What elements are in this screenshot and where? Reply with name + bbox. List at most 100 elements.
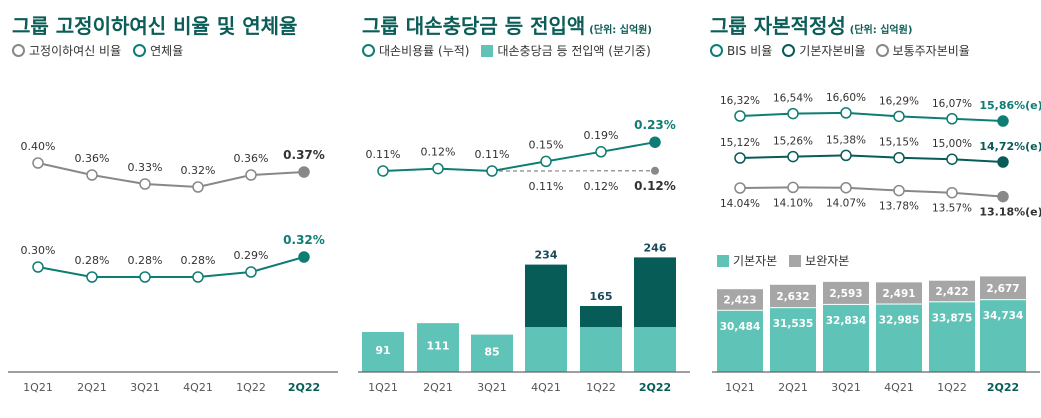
delinquency-data-label: 0.28% xyxy=(128,254,163,267)
npl-point xyxy=(86,169,98,181)
credit-cost-point xyxy=(486,165,498,177)
credit-cost-point xyxy=(377,165,389,177)
tier2-capital-bar xyxy=(770,284,816,308)
chart1-tick-label: 2Q22 xyxy=(288,381,320,394)
chart1-tick-label: 1Q22 xyxy=(236,381,266,394)
provision-bar-excess xyxy=(580,306,622,327)
chart1-legend: 고정이하여신 비율 연체율 xyxy=(12,42,183,59)
tier1-capital-bar xyxy=(876,304,922,372)
credit-cost-data-label: 0.19% xyxy=(584,129,619,142)
legend-credit-cost: 대손비용률 (누적) xyxy=(379,44,470,58)
chart1-tick-label: 2Q21 xyxy=(77,381,107,394)
credit-cost-dashed-label: 0.11% xyxy=(529,180,564,193)
credit-cost-dashed-label: 0.12% xyxy=(634,179,676,193)
provision-bar xyxy=(580,327,622,372)
delinquency-data-label: 0.28% xyxy=(181,254,216,267)
chart3-tick-label: 2Q22 xyxy=(987,381,1019,394)
cet1-ratio-data-label: 13.57% xyxy=(932,203,972,215)
cet1-ratio-data-label: 13.18%(e) xyxy=(979,206,1041,219)
tier1-capital-bar xyxy=(980,300,1026,372)
legend-ring-icon xyxy=(710,44,723,57)
tier2-capital-bar xyxy=(929,280,975,302)
provision-bar xyxy=(362,331,404,372)
npl-point xyxy=(192,181,204,193)
bis-data-label: 16,32% xyxy=(720,95,760,107)
credit-cost-point xyxy=(595,146,607,158)
legend-ring-icon xyxy=(133,44,147,57)
cet1-ratio-point xyxy=(840,181,852,194)
delinquency-data-label: 0.30% xyxy=(21,244,56,257)
delinquency-data-label: 0.29% xyxy=(234,249,269,262)
npl-point xyxy=(32,157,44,169)
cet1-ratio-data-label: 13.78% xyxy=(879,201,919,213)
cet1-ratio-data-label: 14.07% xyxy=(826,198,866,210)
provision-data-label: 165 xyxy=(590,290,613,303)
chart2-tick-label: 1Q22 xyxy=(586,381,616,394)
chart2-title: 그룹 대손충당금 등 전입액 (단위: 십억원) xyxy=(362,14,652,38)
bis-point xyxy=(893,110,905,123)
tier1-ratio-data-label: 14,72%(e) xyxy=(979,140,1041,153)
delinquency-line xyxy=(37,256,305,278)
cet1-ratio-point xyxy=(893,184,905,197)
chart3-tick-label: 2Q21 xyxy=(778,381,808,394)
tier2-capital-label: 2,423 xyxy=(723,294,756,306)
tier1-ratio-data-label: 15,38% xyxy=(826,134,866,146)
credit-cost-data-label: 0.15% xyxy=(529,138,564,151)
credit-cost-data-label: 0.11% xyxy=(475,148,510,161)
tier1-ratio-data-label: 15,15% xyxy=(879,137,919,149)
npl-data-label: 0.36% xyxy=(75,152,110,165)
chart1-title: 그룹 고정이하여신 비율 및 연체율 xyxy=(12,14,298,38)
npl-point xyxy=(139,178,151,190)
chart2-tick-label: 4Q21 xyxy=(531,381,561,394)
tier2-capital-bar xyxy=(823,281,869,304)
legend-square-icon xyxy=(717,254,729,267)
legend-provisions: 대손충당금 등 전입액 (분기중) xyxy=(497,44,651,58)
chart3-title: 그룹 자본적정성 (단위: 십억원) xyxy=(710,14,913,38)
tier2-capital-label: 2,593 xyxy=(829,288,862,300)
legend-npl: 고정이하여신 비율 xyxy=(29,44,122,58)
tier1-capital-label: 34,734 xyxy=(983,310,1024,322)
chart2-tick-label: 2Q21 xyxy=(423,381,453,394)
tier1-ratio-point xyxy=(734,152,746,164)
cet1-ratio-line xyxy=(739,186,1004,198)
npl-data-label: 0.36% xyxy=(234,152,269,165)
tier1-ratio-point xyxy=(893,151,905,164)
credit-cost-point xyxy=(432,162,444,175)
tier1-capital-bar xyxy=(929,302,975,372)
bis-data-label: 15,86%(e) xyxy=(979,99,1041,112)
tier2-capital-label: 2,491 xyxy=(882,288,915,300)
bis-data-label: 16,54% xyxy=(773,93,813,105)
tier1-capital-label: 31,535 xyxy=(773,318,814,330)
provision-data-label: 85 xyxy=(484,345,499,358)
bis-data-label: 16,29% xyxy=(879,95,919,107)
legend-ring-icon xyxy=(362,44,375,57)
chart3-tick-label: 1Q21 xyxy=(725,381,755,394)
tier1-capital-label: 32,985 xyxy=(879,315,920,327)
cet1-ratio-point xyxy=(946,186,958,199)
tier2-capital-bar xyxy=(980,276,1026,300)
npl-data-label: 0.33% xyxy=(128,161,163,174)
npl-data-label: 0.32% xyxy=(181,164,216,177)
provision-data-label: 111 xyxy=(427,340,450,353)
tier2-capital-bar xyxy=(717,289,763,310)
bis-point xyxy=(734,110,746,122)
tier1-ratio-line xyxy=(739,154,1004,163)
tier2-capital-label: 2,677 xyxy=(986,283,1019,295)
delinquency-point xyxy=(139,271,151,283)
npl-point xyxy=(245,169,257,181)
tier1-capital-bar xyxy=(717,310,763,372)
legend-square-icon xyxy=(789,254,802,267)
npl-line xyxy=(37,162,305,189)
legend-tier2-capital: 보완자본 xyxy=(805,254,850,268)
cet1-ratio-point xyxy=(997,190,1009,203)
cet1-ratio-point xyxy=(734,182,746,194)
chart3-legend: BIS 비율 기본자본비율 보통주자본비율 xyxy=(710,42,970,59)
legend-ring-icon xyxy=(875,44,889,57)
bis-point xyxy=(787,107,799,120)
chart1-tick-label: 3Q21 xyxy=(130,381,160,394)
credit-cost-line xyxy=(382,141,656,173)
credit-cost-data-label: 0.12% xyxy=(421,146,456,159)
tier2-capital-bar xyxy=(876,282,922,304)
delinquency-point xyxy=(298,251,310,263)
